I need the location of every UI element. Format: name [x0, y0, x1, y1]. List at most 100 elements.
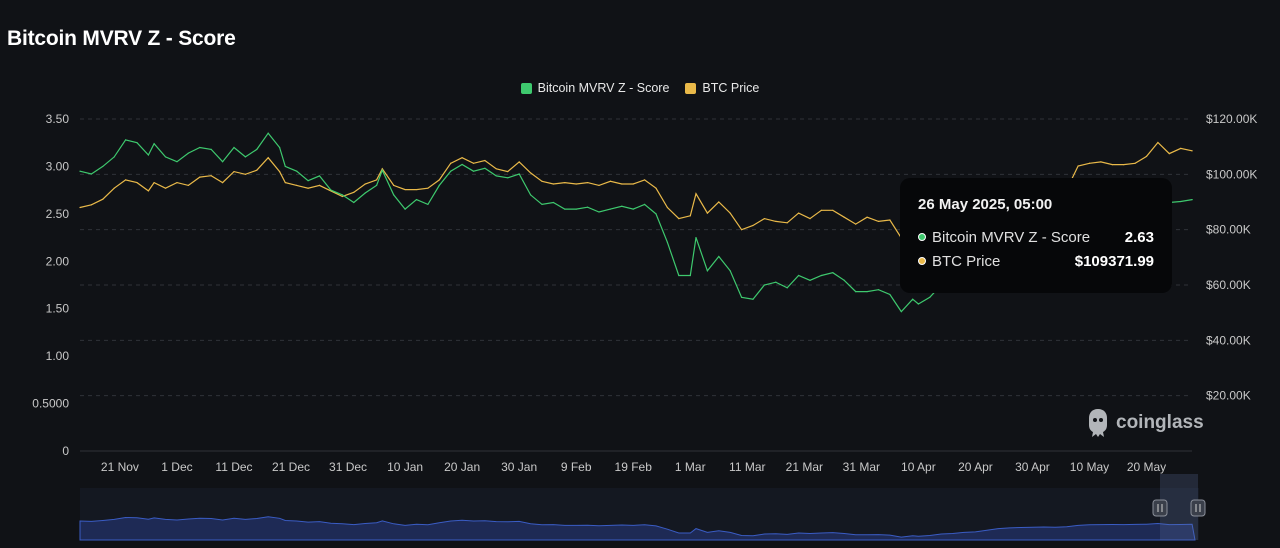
navigator-handle-right[interactable]: [1190, 499, 1206, 517]
x-axis-tick-label: 19 Feb: [615, 460, 653, 474]
price-point: [125, 179, 127, 181]
zscore-point: [900, 310, 902, 313]
zscore-point: [586, 206, 589, 208]
zscore-point: [832, 272, 834, 274]
x-axis-tick-label: 20 Apr: [958, 460, 993, 474]
zscore-point: [164, 156, 167, 158]
zscore-point: [575, 208, 577, 210]
price-point: [1088, 162, 1091, 164]
x-axis-tick-label: 9 Feb: [561, 460, 592, 474]
zscore-point: [729, 270, 731, 272]
x-axis-tick-label: 11 Mar: [729, 460, 765, 474]
right-axis-tick-label: $80.00K: [1206, 223, 1251, 237]
price-point: [244, 173, 246, 175]
price-point: [233, 170, 235, 173]
left-axis-tick-label: 0.5000: [32, 397, 69, 411]
zscore-point: [809, 279, 811, 281]
zscore-point: [689, 274, 691, 277]
zscore-point: [415, 199, 418, 201]
navigator-handle-left[interactable]: [1152, 499, 1168, 517]
zscore-point: [552, 201, 554, 204]
zscore-point: [598, 211, 600, 213]
zscore-point: [279, 146, 281, 149]
zscore-point: [375, 184, 378, 186]
coinglass-logo-icon: [1089, 409, 1107, 437]
left-axis-tick-label: 3.50: [46, 112, 70, 126]
zscore-point: [752, 298, 754, 300]
left-axis-tick-label: 3.00: [46, 159, 70, 173]
right-axis-tick-label: $60.00K: [1206, 278, 1251, 292]
x-axis-tick-label: 21 Nov: [101, 460, 139, 474]
tooltip-row-price: BTC Price $109371.99: [918, 249, 1154, 273]
zscore-point: [233, 146, 235, 149]
price-point: [695, 193, 697, 195]
price-point: [404, 188, 406, 191]
left-axis-tick-label: 0: [62, 444, 69, 458]
watermark-text: coinglass: [1116, 412, 1204, 433]
coinglass-watermark: coinglass: [1086, 408, 1204, 438]
price-point: [427, 187, 429, 189]
zscore-point: [147, 154, 150, 156]
price-point: [484, 159, 486, 162]
zscore-point: [655, 213, 657, 215]
price-point: [330, 190, 332, 192]
legend-label-price: BTC Price: [702, 81, 760, 95]
price-point: [279, 170, 281, 173]
zscore-point: [877, 289, 880, 291]
price-point: [415, 188, 418, 191]
price-point: [164, 187, 167, 189]
zscore-point: [917, 303, 919, 305]
price-point: [621, 183, 623, 185]
tooltip-row-zscore: Bitcoin MVRV Z - Score 2.63: [918, 225, 1154, 249]
price-point: [740, 229, 743, 231]
legend-swatch-zscore: [520, 82, 532, 94]
zscore-point: [210, 148, 212, 150]
price-point: [666, 206, 669, 209]
legend-item-zscore[interactable]: Bitcoin MVRV Z - Score: [520, 81, 669, 95]
zscore-point: [912, 298, 914, 300]
price-point: [221, 182, 224, 184]
zscore-point: [666, 241, 669, 243]
zscore-point: [256, 148, 258, 150]
right-axis-tick-label: $100.00K: [1206, 167, 1257, 181]
price-point: [461, 157, 463, 159]
zscore-point: [866, 291, 868, 293]
zscore-point: [113, 156, 115, 158]
tooltip-date: 26 May 2025, 05:00: [918, 196, 1053, 213]
price-point: [187, 184, 189, 186]
price-point: [438, 179, 440, 181]
price-point: [1191, 150, 1193, 152]
zscore-point: [125, 139, 127, 141]
price-point: [729, 212, 731, 214]
price-point: [296, 184, 298, 186]
zscore-point: [176, 161, 178, 163]
price-point: [763, 218, 765, 220]
tooltip-value-zscore: 2.63: [1124, 228, 1154, 246]
price-point: [393, 184, 395, 186]
zscore-point: [427, 203, 429, 205]
price-point: [147, 190, 150, 192]
price-point: [79, 206, 81, 209]
price-point: [375, 179, 378, 181]
price-point: [644, 179, 646, 181]
chart-tooltip: 26 May 2025, 05:00 Bitcoin MVRV Z - Scor…: [900, 178, 1172, 293]
legend-item-price[interactable]: BTC Price: [685, 81, 759, 95]
zscore-point: [644, 203, 646, 205]
zscore-point: [199, 146, 201, 149]
price-point: [518, 161, 520, 163]
price-point: [1168, 152, 1170, 155]
x-axis-tick-label: 1 Mar: [675, 460, 706, 474]
zscore-point: [507, 177, 509, 179]
zscore-point: [364, 192, 366, 194]
zscore-point: [1191, 199, 1193, 201]
price-point: [552, 183, 554, 185]
price-point: [798, 212, 800, 214]
x-axis-tick-label: 31 Mar: [843, 460, 880, 474]
price-point: [472, 162, 475, 164]
price-point: [706, 212, 708, 214]
price-point: [877, 220, 880, 222]
zscore-point: [79, 170, 81, 172]
x-axis-tick-label: 21 Dec: [272, 460, 310, 474]
zscore-point: [495, 175, 497, 177]
